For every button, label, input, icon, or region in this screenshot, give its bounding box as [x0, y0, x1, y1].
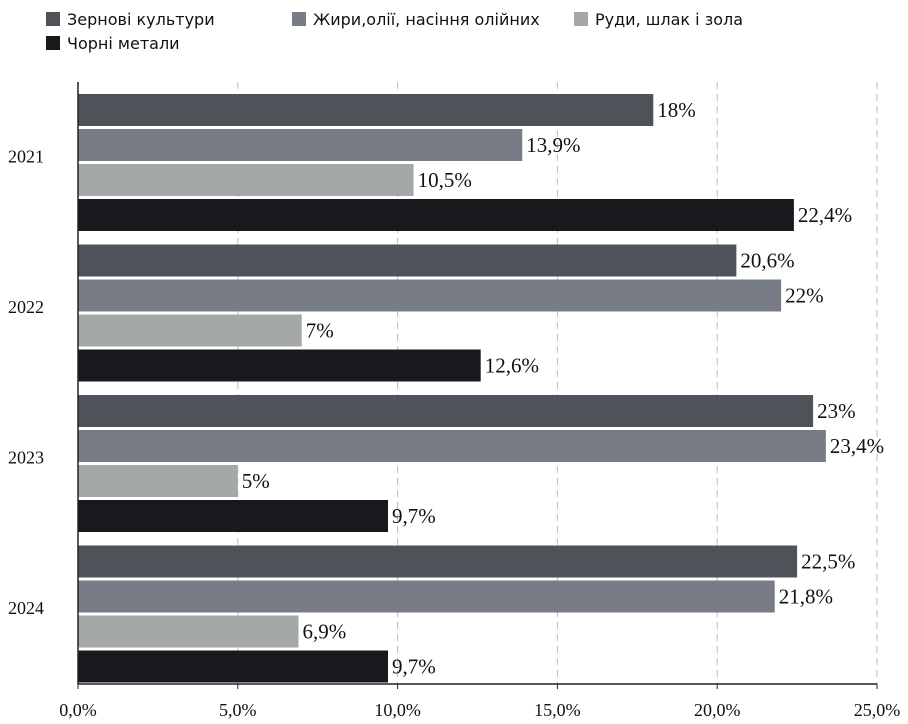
- bar: [78, 94, 654, 126]
- data-label: 22%: [785, 284, 824, 308]
- x-tick-label: 0,0%: [59, 700, 97, 720]
- legend: Зернові культури Жири,олії, насіння олійн…: [46, 10, 743, 53]
- bar: [78, 650, 389, 683]
- bar: [78, 199, 794, 231]
- data-label: 10,5%: [418, 168, 472, 192]
- bar: [78, 615, 299, 648]
- bar: [78, 164, 414, 196]
- legend-swatch: [292, 12, 306, 26]
- legend-swatch: [46, 12, 60, 26]
- bar: [78, 545, 798, 578]
- bar: [78, 349, 481, 382]
- bar: [78, 395, 814, 427]
- bar: [78, 314, 302, 347]
- x-tick-label: 5,0%: [219, 700, 257, 720]
- bar: [78, 129, 523, 161]
- bars: 18% 13,9% 10,5% 22,4% 2021 20,6% 22% 7% 12,6% 202…: [8, 94, 884, 683]
- x-tick-label: 10,0%: [374, 700, 421, 720]
- legend-swatch: [574, 12, 588, 26]
- data-label: 20,6%: [740, 249, 794, 273]
- legend-label: Руди, шлак і зола: [595, 10, 743, 29]
- x-tick-label: 15,0%: [534, 700, 581, 720]
- data-label: 9,7%: [392, 504, 436, 528]
- x-tick-label: 20,0%: [694, 700, 741, 720]
- legend-label: Жири,олії, насіння олійних: [313, 10, 540, 29]
- legend-swatch: [46, 36, 60, 50]
- data-label: 12,6%: [485, 354, 539, 378]
- data-label: 5%: [242, 469, 270, 493]
- data-label: 13,9%: [526, 133, 580, 157]
- x-tick-label: 25,0%: [854, 700, 901, 720]
- category-label: 2022: [8, 297, 44, 317]
- bar: [78, 580, 775, 613]
- data-label: 18%: [657, 98, 696, 122]
- bar: [78, 465, 238, 497]
- category-label: 2024: [8, 598, 44, 618]
- bar: [78, 430, 826, 462]
- data-label: 6,9%: [303, 620, 347, 644]
- legend-label: Чорні метали: [67, 34, 180, 53]
- legend-label: Зернові культури: [67, 10, 215, 29]
- bar: [78, 279, 782, 312]
- bar: [78, 244, 737, 277]
- data-label: 22,4%: [798, 203, 852, 227]
- data-label: 21,8%: [779, 585, 833, 609]
- bar: [78, 500, 389, 532]
- data-label: 23,4%: [830, 434, 884, 458]
- data-label: 9,7%: [392, 655, 436, 679]
- data-label: 22,5%: [801, 550, 855, 574]
- category-label: 2023: [8, 447, 44, 467]
- axes: 0,0% 5,0% 10,0% 15,0% 20,0% 25,0%: [59, 82, 900, 720]
- category-label: 2021: [8, 146, 44, 166]
- data-label: 7%: [306, 319, 334, 343]
- data-label: 23%: [817, 399, 856, 423]
